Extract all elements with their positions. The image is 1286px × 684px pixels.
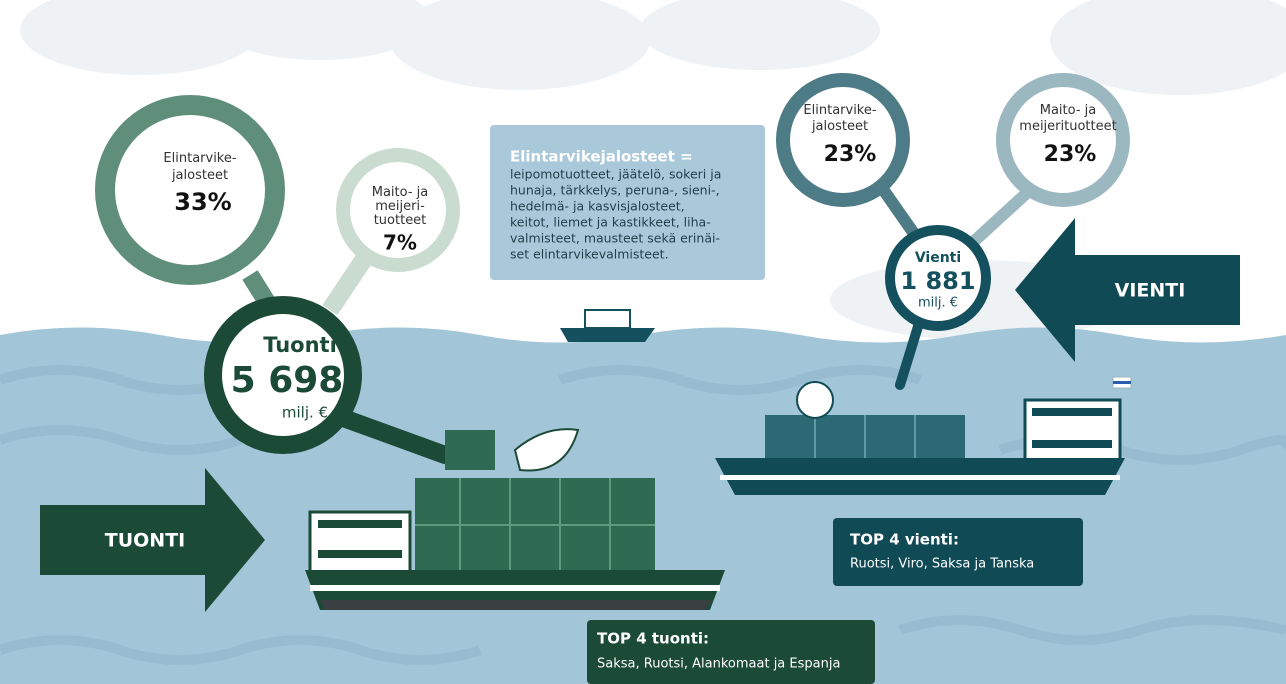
label-line: jalosteet: [171, 168, 228, 183]
label-line: tuotteet: [374, 213, 427, 228]
share: 23%: [1044, 142, 1097, 167]
label-line: Maito- ja: [1040, 103, 1097, 118]
arrow-label: TUONTI: [105, 530, 185, 552]
label-line: meijeri-: [375, 199, 425, 214]
total-amount: 5 698: [231, 360, 344, 401]
definition-term: Elintarvikejalosteet =: [510, 148, 693, 166]
total-title: Tuonti: [263, 333, 337, 357]
top4-countries: Saksa, Ruotsi, Alankomaat ja Espanja: [597, 657, 840, 672]
total-amount: 1 881: [900, 267, 975, 295]
label: Elintarvike-jalosteet: [803, 103, 876, 134]
definition-line: set elintarvikevalmisteet.: [510, 247, 669, 262]
arrow-label: VIENTI: [1115, 280, 1186, 302]
page: Elintarvike-jalosteet 33% Maito- jameije…: [0, 0, 1286, 684]
share: 7%: [383, 231, 417, 255]
label-line: Maito- ja: [372, 185, 429, 200]
infographic: Elintarvike-jalosteet 33% Maito- jameije…: [0, 0, 1286, 684]
label-line: jalosteet: [811, 119, 868, 134]
label-line: Elintarvike-: [803, 103, 876, 118]
top4-title: TOP 4 vienti:: [850, 531, 959, 549]
definition-line: keitot, liemet ja kastikkeet, liha-: [510, 215, 711, 230]
export-processed-circle: [783, 80, 903, 200]
label-line: Elintarvike-: [163, 151, 236, 166]
total-title: Vienti: [915, 250, 961, 266]
total-unit: milj. €: [282, 404, 328, 422]
top4-countries: Ruotsi, Viro, Saksa ja Tanska: [850, 557, 1034, 572]
export-dairy-circle: [1003, 80, 1123, 200]
definition-line: hunaja, tärkkelys, peruna-, sieni-,: [510, 183, 720, 198]
label-line: meijerituotteet: [1019, 119, 1116, 134]
top4-title: TOP 4 tuonti:: [597, 630, 709, 648]
definition-line: hedelmä- ja kasvisjalosteet,: [510, 199, 685, 214]
total-unit: milj. €: [918, 296, 958, 311]
definition-line: valmisteet, mausteet sekä erinäi-: [510, 231, 720, 246]
share: 33%: [174, 188, 231, 216]
share: 23%: [824, 142, 877, 167]
top4-box: [833, 518, 1083, 586]
definition-line: leipomotuotteet, jäätelö, sokeri ja: [510, 167, 721, 182]
